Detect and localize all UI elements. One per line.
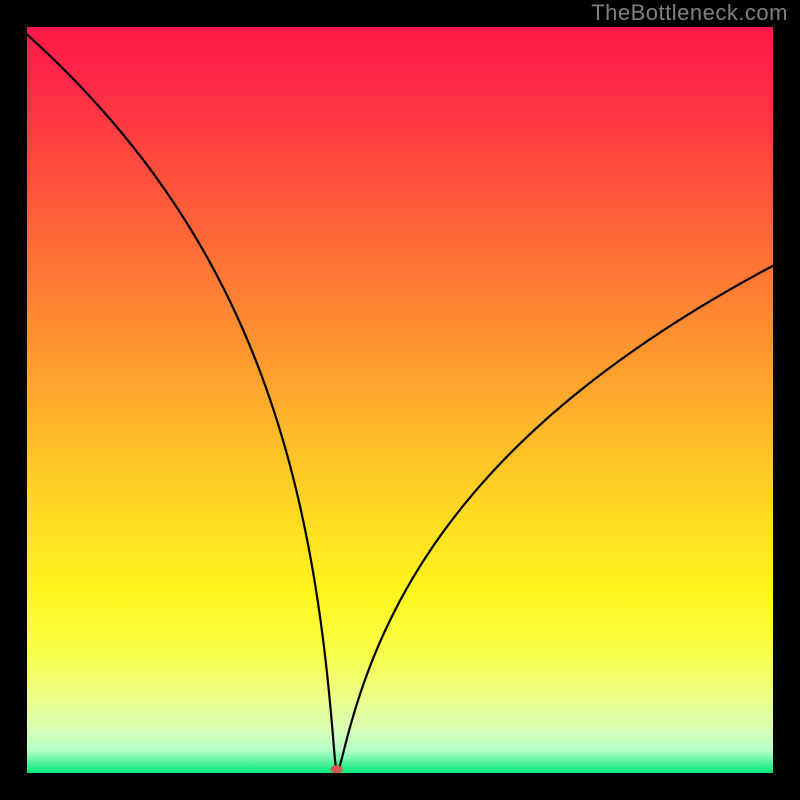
chart-svg [0,0,800,800]
plot-background [27,27,773,773]
chart-frame [0,0,800,800]
watermark: TheBottleneck.com [591,0,788,26]
valley-marker [331,765,343,773]
